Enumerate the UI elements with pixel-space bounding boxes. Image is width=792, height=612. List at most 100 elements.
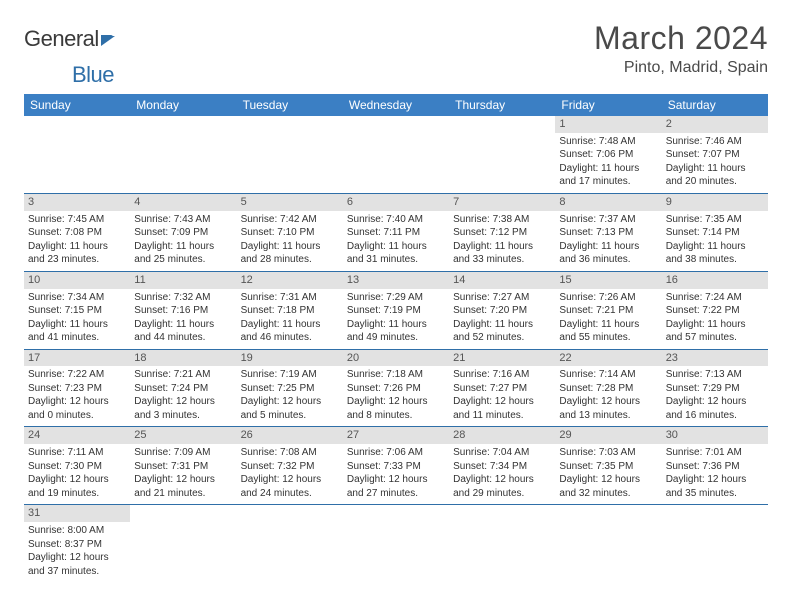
calendar-cell: 2Sunrise: 7:46 AMSunset: 7:07 PMDaylight… — [662, 116, 768, 193]
cell-line: Sunrise: 7:40 AM — [347, 213, 445, 227]
cell-line: Sunset: 7:27 PM — [453, 382, 551, 396]
cell-line: Sunset: 7:09 PM — [134, 226, 232, 240]
cell-line: Sunrise: 7:31 AM — [241, 291, 339, 305]
calendar-cell — [237, 505, 343, 582]
cell-line: Sunrise: 7:48 AM — [559, 135, 657, 149]
cell-line: and 5 minutes. — [241, 409, 339, 423]
cell-line: Sunrise: 7:16 AM — [453, 368, 551, 382]
cell-line: Sunrise: 7:03 AM — [559, 446, 657, 460]
day-number: 8 — [555, 194, 661, 211]
cell-line: Sunset: 7:25 PM — [241, 382, 339, 396]
calendar-cell — [343, 505, 449, 582]
calendar-cell: 30Sunrise: 7:01 AMSunset: 7:36 PMDayligh… — [662, 427, 768, 505]
cell-line: and 20 minutes. — [666, 175, 764, 189]
weekday-heading: Friday — [555, 94, 661, 116]
cell-line: Sunrise: 7:42 AM — [241, 213, 339, 227]
calendar-cell — [555, 505, 661, 582]
day-number: 28 — [449, 427, 555, 444]
day-number: 4 — [130, 194, 236, 211]
calendar-cell: 25 Sunrise: 7:09 AMSunset: 7:31 PMDayligh… — [130, 427, 236, 505]
calendar-table: Sunday Monday Tuesday Wednesday Thursday… — [24, 94, 768, 582]
calendar-body: 1Sunrise: 7:48 AMSunset: 7:06 PMDaylight… — [24, 116, 768, 582]
cell-line: Daylight: 12 hours — [134, 473, 232, 487]
cell-line: and 13 minutes. — [559, 409, 657, 423]
calendar-cell: 12Sunrise: 7:31 AMSunset: 7:18 PMDayligh… — [237, 271, 343, 349]
calendar-cell — [449, 116, 555, 193]
cell-line: Sunrise: 7:13 AM — [666, 368, 764, 382]
day-number: 22 — [555, 350, 661, 367]
calendar-cell — [662, 505, 768, 582]
calendar-cell — [237, 116, 343, 193]
day-number: 30 — [662, 427, 768, 444]
weekday-heading: Monday — [130, 94, 236, 116]
calendar-cell: 17Sunrise: 7:22 AMSunset: 7:23 PMDayligh… — [24, 349, 130, 427]
cell-line: and 17 minutes. — [559, 175, 657, 189]
cell-line: Sunset: 7:16 PM — [134, 304, 232, 318]
cell-line: and 55 minutes. — [559, 331, 657, 345]
cell-line: and 41 minutes. — [28, 331, 126, 345]
weekday-heading: Wednesday — [343, 94, 449, 116]
cell-line: Sunrise: 7:35 AM — [666, 213, 764, 227]
calendar-cell: 21Sunrise: 7:16 AMSunset: 7:27 PMDayligh… — [449, 349, 555, 427]
cell-line: Sunset: 7:13 PM — [559, 226, 657, 240]
cell-line: Daylight: 11 hours — [453, 318, 551, 332]
month-title: March 2024 — [594, 20, 768, 57]
cell-line: and 33 minutes. — [453, 253, 551, 267]
day-number: 10 — [24, 272, 130, 289]
cell-line: Daylight: 11 hours — [134, 240, 232, 254]
cell-line: Daylight: 12 hours — [241, 473, 339, 487]
cell-line: Daylight: 12 hours — [28, 473, 126, 487]
cell-line: Sunset: 7:08 PM — [28, 226, 126, 240]
calendar-cell — [343, 116, 449, 193]
day-number: 29 — [555, 427, 661, 444]
cell-line: Daylight: 11 hours — [666, 318, 764, 332]
calendar-cell: 22Sunrise: 7:14 AMSunset: 7:28 PMDayligh… — [555, 349, 661, 427]
cell-line: Sunset: 7:36 PM — [666, 460, 764, 474]
cell-line: Sunrise: 7:09 AM — [134, 446, 232, 460]
cell-line: Daylight: 11 hours — [453, 240, 551, 254]
cell-line: Daylight: 12 hours — [134, 395, 232, 409]
cell-line: Sunrise: 7:34 AM — [28, 291, 126, 305]
cell-line: Sunset: 7:06 PM — [559, 148, 657, 162]
cell-line: and 46 minutes. — [241, 331, 339, 345]
cell-line: and 3 minutes. — [134, 409, 232, 423]
calendar-cell — [130, 116, 236, 193]
day-number: 31 — [24, 505, 130, 522]
flag-icon — [101, 26, 123, 52]
cell-line: Sunrise: 7:21 AM — [134, 368, 232, 382]
cell-line: Sunset: 8:37 PM — [28, 538, 126, 552]
day-number: 12 — [237, 272, 343, 289]
cell-line: Sunrise: 7:14 AM — [559, 368, 657, 382]
cell-line: Sunset: 7:14 PM — [666, 226, 764, 240]
calendar-cell: 18Sunrise: 7:21 AMSunset: 7:24 PMDayligh… — [130, 349, 236, 427]
cell-line: Sunset: 7:29 PM — [666, 382, 764, 396]
cell-line: Daylight: 12 hours — [559, 395, 657, 409]
cell-line: Sunset: 7:31 PM — [134, 460, 232, 474]
cell-line: and 52 minutes. — [453, 331, 551, 345]
calendar-cell: 3Sunrise: 7:45 AMSunset: 7:08 PMDaylight… — [24, 193, 130, 271]
calendar-week: 24Sunrise: 7:11 AMSunset: 7:30 PMDayligh… — [24, 427, 768, 505]
cell-line: Daylight: 12 hours — [453, 395, 551, 409]
calendar-cell: 24Sunrise: 7:11 AMSunset: 7:30 PMDayligh… — [24, 427, 130, 505]
cell-line: Sunrise: 7:45 AM — [28, 213, 126, 227]
cell-line: Sunset: 7:33 PM — [347, 460, 445, 474]
cell-line: and 35 minutes. — [666, 487, 764, 501]
calendar-cell: 23Sunrise: 7:13 AMSunset: 7:29 PMDayligh… — [662, 349, 768, 427]
cell-line: Daylight: 11 hours — [241, 240, 339, 254]
calendar-cell — [130, 505, 236, 582]
cell-line: Sunrise: 7:01 AM — [666, 446, 764, 460]
day-number: 26 — [237, 427, 343, 444]
cell-line: and 32 minutes. — [559, 487, 657, 501]
cell-line: Daylight: 12 hours — [347, 473, 445, 487]
calendar-cell: 9Sunrise: 7:35 AMSunset: 7:14 PMDaylight… — [662, 193, 768, 271]
calendar-cell: 26Sunrise: 7:08 AMSunset: 7:32 PMDayligh… — [237, 427, 343, 505]
day-number: 18 — [130, 350, 236, 367]
calendar-cell: 7Sunrise: 7:38 AMSunset: 7:12 PMDaylight… — [449, 193, 555, 271]
day-number: 25 — [130, 427, 236, 444]
calendar-cell: 27Sunrise: 7:06 AMSunset: 7:33 PMDayligh… — [343, 427, 449, 505]
cell-line: Sunset: 7:26 PM — [347, 382, 445, 396]
day-number: 13 — [343, 272, 449, 289]
cell-line: Sunrise: 8:00 AM — [28, 524, 126, 538]
cell-line: and 36 minutes. — [559, 253, 657, 267]
cell-line: and 21 minutes. — [134, 487, 232, 501]
